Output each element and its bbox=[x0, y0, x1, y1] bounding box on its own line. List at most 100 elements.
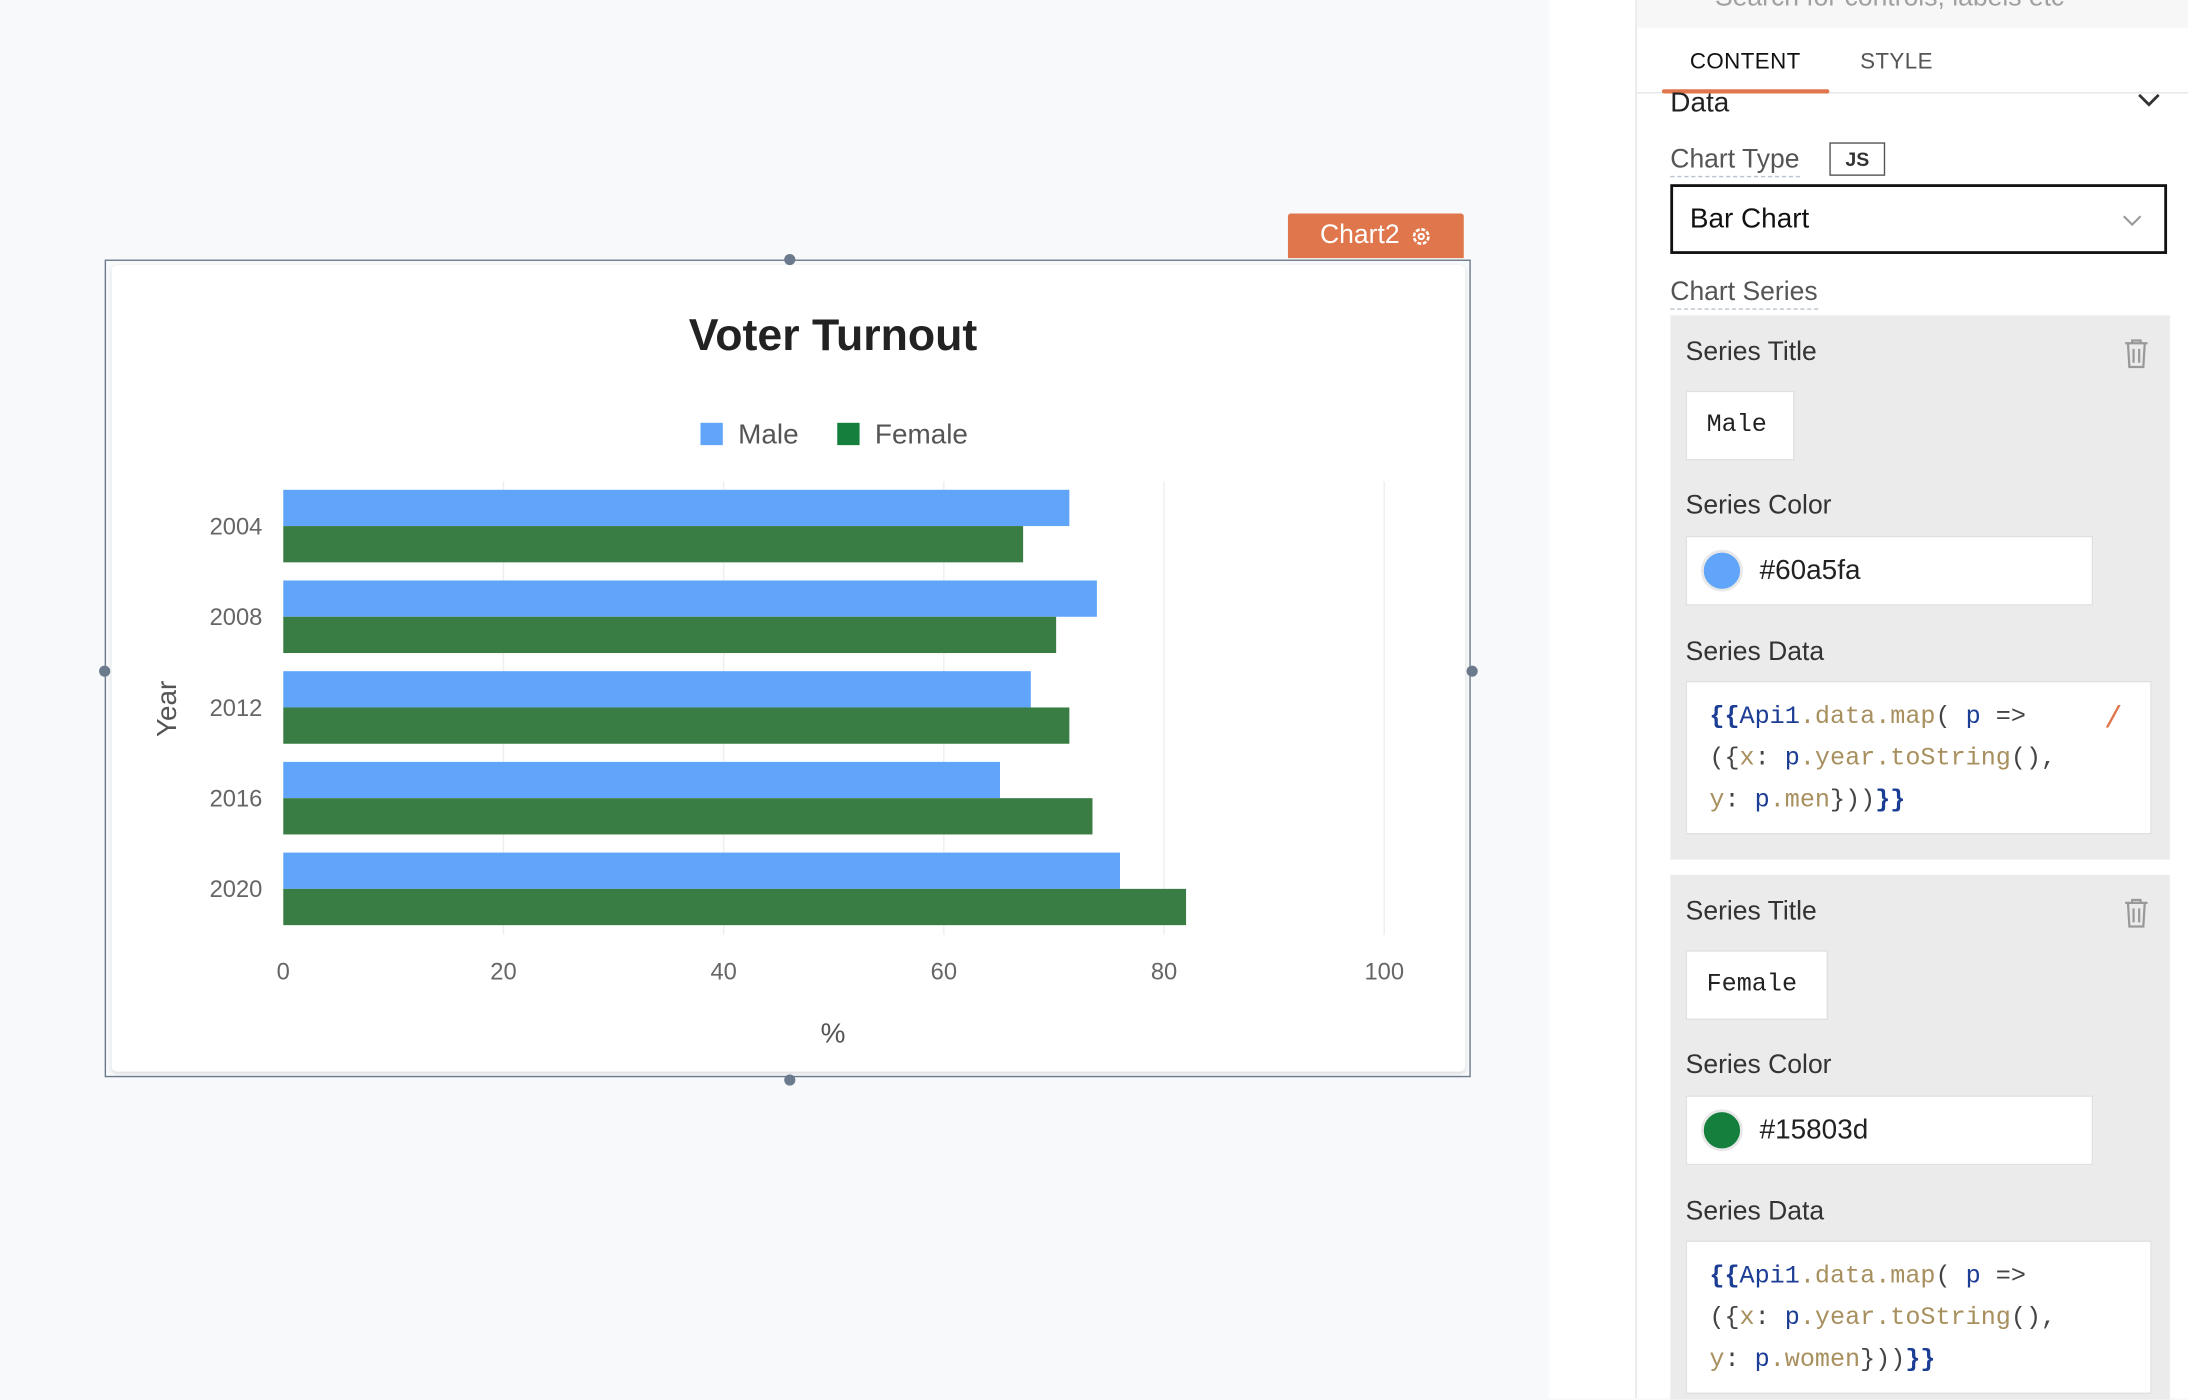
gear-icon[interactable] bbox=[1411, 225, 1432, 246]
code-token: : bbox=[1754, 1304, 1785, 1333]
chart-type-select[interactable]: Bar Chart bbox=[1670, 184, 2168, 254]
code-token: y bbox=[1709, 1346, 1725, 1375]
code-token: {{ bbox=[1709, 1262, 1740, 1291]
y-axis-label: Year bbox=[151, 681, 182, 737]
code-token: p bbox=[1784, 745, 1800, 774]
code-token: Api1 bbox=[1739, 703, 1800, 732]
legend-swatch bbox=[837, 422, 860, 446]
bar-male-2004 bbox=[283, 489, 1070, 527]
chart-series-label: Chart Series bbox=[1670, 278, 1818, 310]
code-token: ( bbox=[1935, 1262, 1966, 1291]
code-token: ({ bbox=[1709, 1304, 1740, 1333]
series-title-input[interactable]: Male bbox=[1685, 390, 1795, 461]
series-color-input[interactable]: #15803d bbox=[1685, 1095, 2094, 1166]
bar-male-2012 bbox=[283, 671, 1031, 708]
code-token: .women bbox=[1769, 1346, 1861, 1375]
property-pane: Search for controls, labels etc CONTENT … bbox=[1635, 0, 2188, 1400]
canvas-gutter bbox=[1548, 0, 1636, 1399]
bar-female-2012 bbox=[283, 707, 1070, 744]
y-tick-label: 2012 bbox=[210, 696, 263, 722]
x-tick-label: 80 bbox=[1151, 960, 1177, 986]
tab-content[interactable]: CONTENT bbox=[1689, 50, 1801, 74]
bar-female-2004 bbox=[283, 526, 1024, 563]
bar-male-2016 bbox=[283, 761, 1000, 799]
code-token: p bbox=[1784, 1304, 1800, 1333]
code-token: }} bbox=[1875, 787, 1906, 815]
code-token: ({ bbox=[1709, 745, 1740, 774]
series-data-editor[interactable]: {{Api1.data.map( p => ({x: p.year.toStrin… bbox=[1685, 680, 2152, 835]
code-token: (), bbox=[2010, 745, 2057, 774]
series-data-label: Series Data bbox=[1685, 1197, 1825, 1227]
y-tick-label: 2008 bbox=[210, 605, 263, 631]
slash-icon: / bbox=[2103, 701, 2123, 737]
code-token: p bbox=[1965, 1262, 1981, 1291]
resize-handle-bottom[interactable] bbox=[784, 1074, 796, 1086]
bar-male-2020 bbox=[283, 852, 1121, 889]
code-token: : bbox=[1724, 787, 1755, 815]
chart-widget[interactable]: Voter Turnout Male Female 0 20 40 60 80 100 2004 2… bbox=[111, 265, 1466, 1072]
x-axis-label: % bbox=[821, 1017, 846, 1048]
code-token: x bbox=[1739, 1304, 1755, 1333]
code-token: ( bbox=[1935, 703, 1966, 732]
y-tick-label: 2004 bbox=[210, 514, 263, 540]
series-title-label: Series Title bbox=[1685, 337, 1817, 367]
code-token: })) bbox=[1830, 787, 1876, 815]
chevron-down-icon bbox=[2123, 215, 2142, 227]
code-token: }} bbox=[1905, 1346, 1936, 1375]
y-tick-label: 2016 bbox=[210, 787, 263, 813]
resize-handle-left[interactable] bbox=[99, 665, 111, 677]
legend-label: Male bbox=[738, 419, 798, 450]
js-toggle-button[interactable]: JS bbox=[1829, 142, 1886, 176]
code-token: p bbox=[1754, 787, 1770, 815]
chevron-down-icon[interactable] bbox=[2136, 92, 2161, 109]
x-tick-label: 20 bbox=[490, 960, 516, 986]
widget-name-tag[interactable]: Chart2 bbox=[1287, 213, 1464, 259]
series-title-label: Series Title bbox=[1685, 897, 1817, 927]
code-token: .year.toString bbox=[1799, 745, 2011, 774]
property-tabs: CONTENT STYLE bbox=[1636, 33, 2188, 94]
series-data-label: Series Data bbox=[1685, 637, 1825, 668]
code-token: .data.map bbox=[1799, 703, 1936, 732]
legend-swatch bbox=[700, 422, 723, 446]
code-token: .men bbox=[1769, 787, 1831, 815]
active-tab-indicator bbox=[1661, 89, 1830, 94]
code-token: : bbox=[1724, 1346, 1755, 1375]
search-controls-input[interactable]: Search for controls, labels etc bbox=[1636, 0, 2188, 28]
series-data-editor[interactable]: {{Api1.data.map( p => ({x: p.year.toStrin… bbox=[1685, 1240, 2152, 1395]
y-tick-label: 2020 bbox=[210, 877, 263, 903]
trash-icon[interactable] bbox=[2122, 338, 2150, 369]
widget-name: Chart2 bbox=[1320, 220, 1400, 250]
color-swatch[interactable] bbox=[1700, 1109, 1743, 1152]
code-token: : bbox=[1754, 745, 1785, 774]
trash-icon[interactable] bbox=[2122, 897, 2150, 928]
code-token: Api1 bbox=[1739, 1262, 1800, 1291]
code-token: p bbox=[1965, 703, 1981, 732]
chart-title: Voter Turnout bbox=[689, 311, 978, 360]
series-title-input[interactable]: Female bbox=[1685, 950, 1828, 1021]
series-color-input[interactable]: #60a5fa bbox=[1685, 535, 2094, 606]
resize-handle-top[interactable] bbox=[784, 253, 796, 266]
bar-female-2016 bbox=[283, 798, 1093, 835]
code-token: })) bbox=[1860, 1346, 1906, 1375]
code-token: {{ bbox=[1709, 703, 1740, 732]
legend-label: Female bbox=[875, 419, 968, 450]
resize-handle-right[interactable] bbox=[1466, 665, 1478, 677]
x-tick-label: 60 bbox=[931, 960, 957, 986]
color-swatch[interactable] bbox=[1700, 549, 1743, 592]
bar-female-2020 bbox=[283, 888, 1187, 926]
code-token: x bbox=[1739, 745, 1755, 774]
bar-male-2008 bbox=[283, 580, 1097, 617]
code-token: => bbox=[1980, 703, 2026, 732]
series-color-label: Series Color bbox=[1685, 491, 1832, 521]
bar-female-2008 bbox=[283, 616, 1057, 654]
code-token: p bbox=[1754, 1346, 1770, 1375]
x-tick-label: 0 bbox=[277, 960, 290, 986]
code-token: .data.map bbox=[1799, 1262, 1936, 1291]
code-token: .year.toString bbox=[1799, 1304, 2011, 1333]
x-tick-label: 40 bbox=[710, 960, 736, 986]
tab-style[interactable]: STYLE bbox=[1860, 50, 1933, 74]
section-title[interactable]: Data bbox=[1670, 87, 1730, 119]
series-item: Series Title Female Series Color #15803d… bbox=[1670, 874, 2170, 1400]
series-color-label: Series Color bbox=[1685, 1050, 1832, 1081]
code-token: => bbox=[1980, 1262, 2026, 1291]
